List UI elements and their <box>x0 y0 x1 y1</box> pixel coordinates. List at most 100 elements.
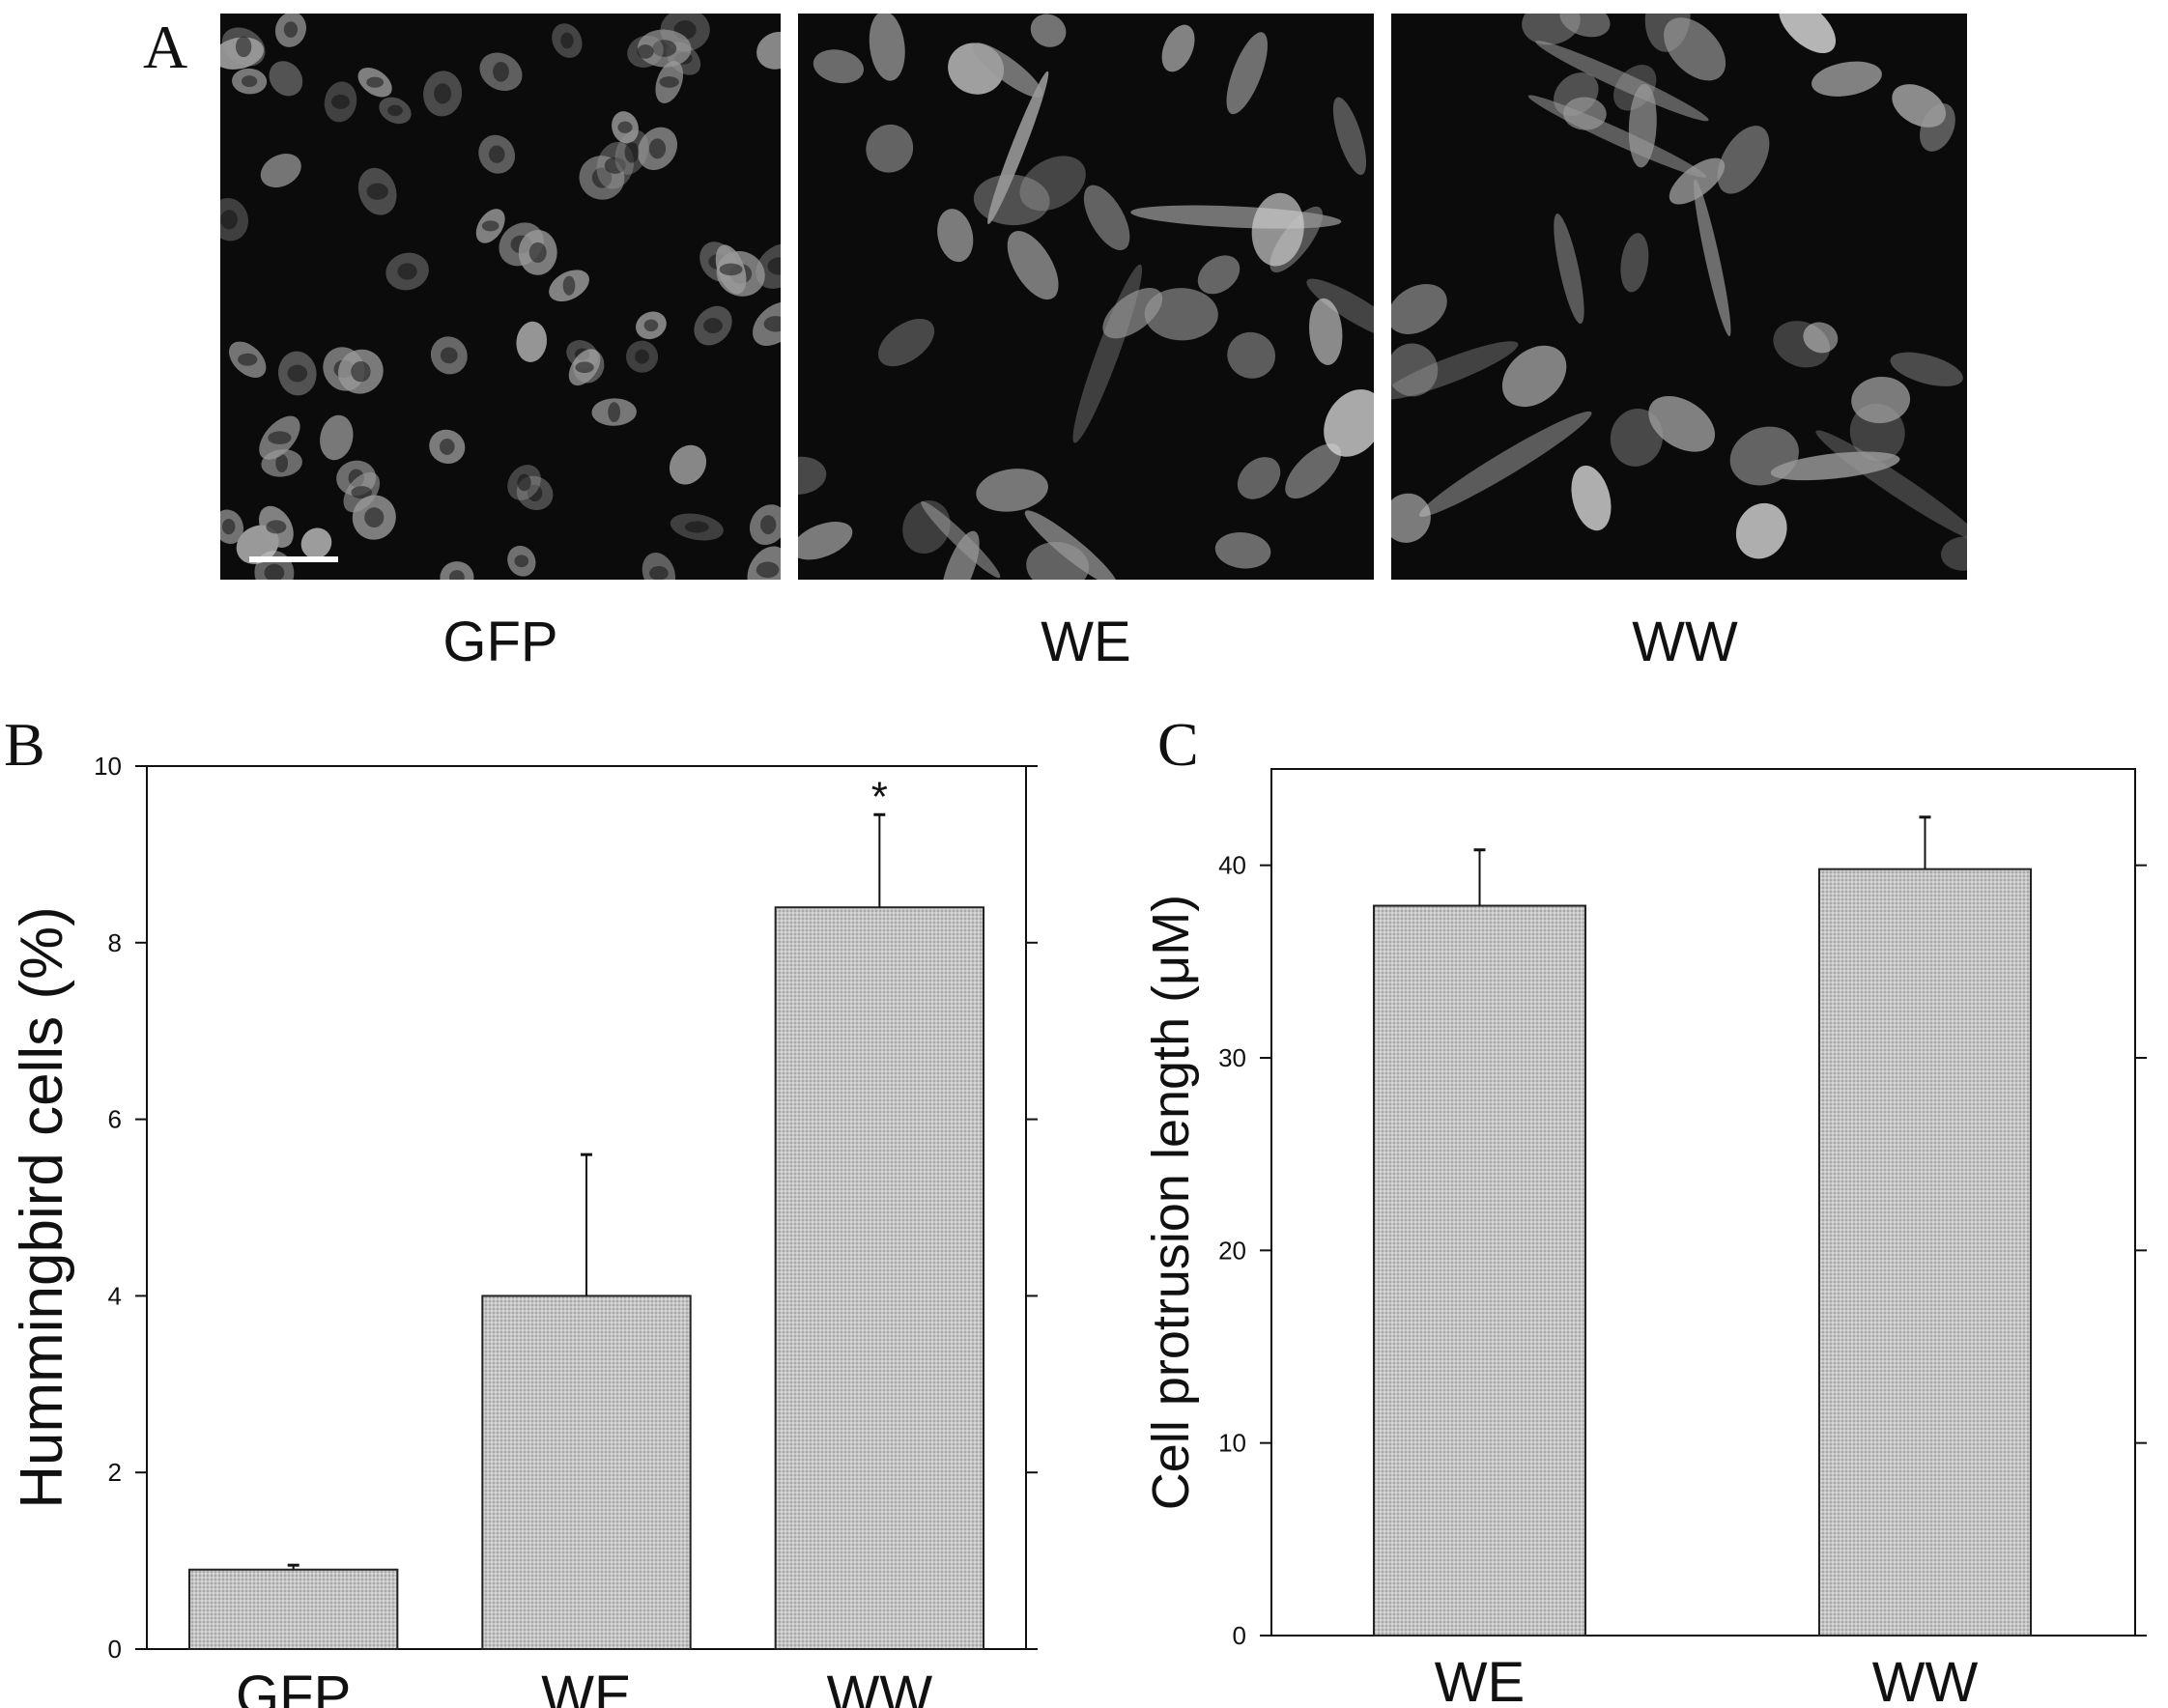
cell-blob <box>1072 264 1143 443</box>
cell-blob <box>1620 233 1649 293</box>
cell-blob <box>798 522 853 560</box>
cell-blob <box>1306 278 1374 341</box>
micrograph-ww: WW <box>1391 14 1967 673</box>
plot-frame <box>1270 768 2136 1637</box>
cell-blob <box>1815 430 1967 542</box>
cell-nucleus <box>517 473 531 492</box>
scale-bar <box>249 556 338 562</box>
cell-blob <box>1735 502 1787 559</box>
cell-nucleus <box>649 565 669 580</box>
cell-blob <box>1285 443 1342 499</box>
cell-blob <box>1811 61 1882 97</box>
cell-nucleus <box>241 75 258 88</box>
cell-nucleus <box>330 94 351 109</box>
cell-nucleus <box>439 438 455 455</box>
cell-nucleus <box>703 318 723 334</box>
cell-blob <box>1669 157 1726 205</box>
y-tick-label: 20 <box>1218 1236 1246 1265</box>
micrograph-gfp-cells <box>220 14 781 580</box>
cell-blob <box>1851 376 1911 424</box>
x-category-label: GFP <box>236 1665 351 1708</box>
cell-blob <box>1559 14 1611 38</box>
micrograph-we-frame <box>798 14 1374 580</box>
cell-blob <box>869 14 905 81</box>
cell-nucleus <box>643 319 659 332</box>
cell-nucleus <box>493 61 509 82</box>
cell-nucleus <box>364 507 385 527</box>
cell-nucleus <box>624 141 640 163</box>
cell-blob <box>1849 403 1905 462</box>
cell-blob <box>260 154 301 188</box>
cell-nucleus <box>238 353 258 366</box>
cell-blob <box>813 49 864 84</box>
cell-blob <box>1102 288 1163 339</box>
x-category-label: WW <box>1872 1651 1979 1708</box>
cell-blob <box>1717 126 1770 194</box>
cell-blob <box>756 31 781 70</box>
cell-blob <box>902 500 951 555</box>
y-tick-label: 2 <box>108 1458 122 1487</box>
micrograph-ww-cells <box>1391 14 1967 571</box>
bar-we <box>1372 904 1587 1637</box>
y-tick-label: 0 <box>1233 1621 1246 1650</box>
cell-blob <box>937 209 974 263</box>
cell-blob <box>300 527 332 559</box>
cell-blob <box>1144 288 1218 341</box>
cell-blob <box>973 174 1050 226</box>
chart-c: 0 10 20 30 40 Cell protrusion length (μM) WE WW <box>1142 768 2147 1708</box>
cell-blob <box>1391 284 1447 334</box>
cell-nucleus <box>528 242 547 263</box>
y-tick-label: 4 <box>108 1281 122 1310</box>
cell-nucleus <box>449 570 465 580</box>
cell-nucleus <box>351 486 373 499</box>
cell-nucleus <box>591 167 613 188</box>
cell-nucleus <box>275 453 289 473</box>
y-axis-label: Hummingbird cells (%) <box>9 906 75 1509</box>
cell-blob <box>269 61 303 97</box>
cell-nucleus <box>397 263 417 280</box>
cell-nucleus <box>481 220 499 232</box>
y-tick-label: 6 <box>108 1105 122 1134</box>
cell-blob <box>669 444 707 485</box>
cell-nucleus <box>366 76 385 88</box>
cell-blob <box>1535 41 1709 122</box>
cell-blob <box>1644 14 1691 52</box>
cell-blob <box>1890 352 1963 386</box>
cell-nucleus <box>760 515 777 535</box>
micrograph-gfp: GFP <box>220 14 781 673</box>
cell-nucleus <box>604 157 626 174</box>
cell-nucleus <box>659 76 679 88</box>
panel-a-micrographs: GFP WE WW <box>220 14 1967 673</box>
cell-blob <box>1237 457 1281 499</box>
cell-blob <box>987 71 1049 225</box>
chart-b: 0 2 4 6 8 10 Hummingbird cells (%) GFP WE WW * <box>9 752 1038 1708</box>
cell-blob <box>320 414 354 461</box>
x-category-label: WE <box>541 1665 631 1708</box>
cell-blob <box>866 124 914 173</box>
significance-marker: * <box>871 773 888 820</box>
cell-blob <box>1418 411 1592 517</box>
caption-we: WE <box>1041 611 1130 673</box>
cell-blob <box>1324 389 1374 457</box>
cell-blob <box>1197 255 1241 295</box>
bar-ww <box>1817 868 2033 1637</box>
cell-nucleus <box>648 138 667 159</box>
cell-blob <box>1610 408 1664 467</box>
cell-blob <box>1648 395 1716 452</box>
cell-blob <box>1664 17 1726 81</box>
cell-nucleus <box>387 104 403 117</box>
cell-nucleus <box>652 40 677 57</box>
cell-nucleus <box>562 275 576 296</box>
caption-ww: WW <box>1632 611 1738 673</box>
cell-nucleus <box>756 561 780 579</box>
cell-nucleus <box>763 316 781 332</box>
cell-nucleus <box>575 361 594 374</box>
cell-blob <box>976 469 1048 512</box>
cell-blob <box>798 456 827 495</box>
y-tick-label: 10 <box>94 752 122 781</box>
x-category-label: WW <box>827 1665 933 1708</box>
bar-ww <box>774 906 985 1650</box>
cell-nucleus <box>635 349 649 364</box>
cell-blob <box>1571 465 1612 531</box>
caption-gfp: GFP <box>442 611 557 673</box>
